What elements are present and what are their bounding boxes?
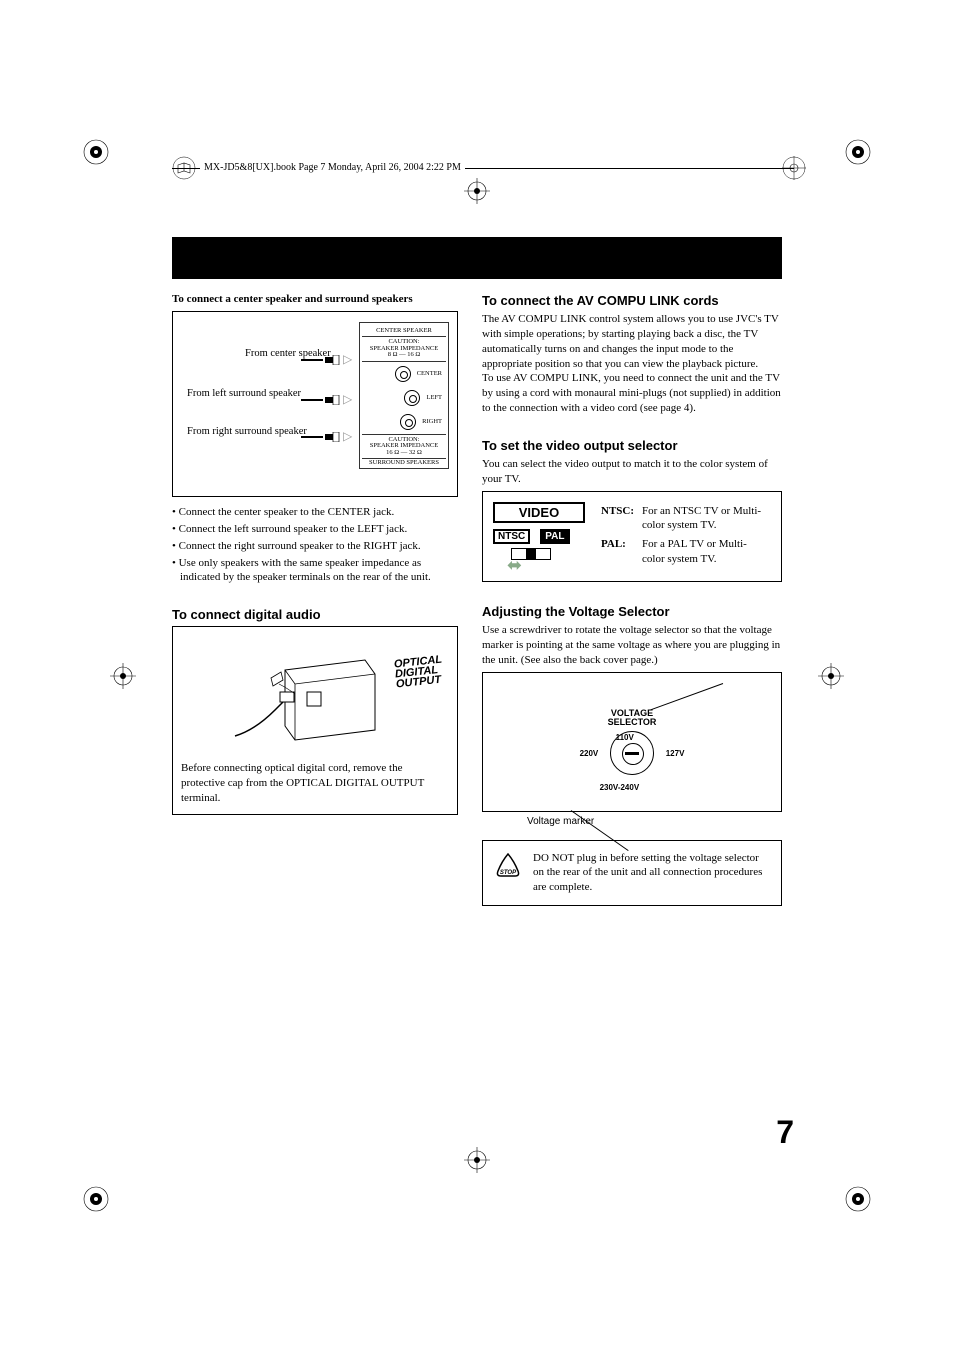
reg-mark-bl: [82, 1185, 110, 1213]
reg-mark-br: [844, 1185, 872, 1213]
digital-audio-heading: To connect digital audio: [172, 607, 458, 622]
voltage-p: Use a screwdriver to rotate the voltage …: [482, 623, 782, 668]
video-switch-graphic: VIDEO NTSC PAL ⬌: [493, 502, 585, 571]
terminal-panel: CENTER SPEAKER CAUTION: SPEAKER IMPEDANC…: [359, 322, 449, 469]
reg-cross-right: [818, 663, 844, 689]
voltage-heading: Adjusting the Voltage Selector: [482, 604, 782, 619]
selector-text: SELECTOR: [608, 717, 657, 727]
page-number: 7: [776, 1114, 794, 1151]
voltage-marker-label: Voltage marker: [527, 816, 594, 827]
reg-cross-left: [110, 663, 136, 689]
right-jack-label: RIGHT: [422, 418, 442, 425]
speaker-diagram: From center speaker From left surround s…: [172, 311, 458, 497]
left-jack-label: LEFT: [426, 394, 442, 401]
terminal-surround-label: SURROUND SPEAKERS: [362, 459, 446, 466]
table-row: PAL:For a PAL TV or Multi-color system T…: [601, 537, 769, 569]
right-jack-row: RIGHT: [362, 410, 446, 434]
bullet-item: • Connect the right surround speaker to …: [172, 539, 458, 554]
reg-mark-tl: [82, 138, 110, 166]
reg-cross-top: [464, 178, 490, 204]
compulink-p1: The AV COMPU LINK control system allows …: [482, 312, 782, 371]
optical-note: Before connecting optical digital cord, …: [181, 761, 449, 806]
cable-left-icon: ▷: [301, 392, 352, 407]
ohm-text: 8 Ω — 16 Ω: [362, 352, 446, 359]
jack-icon: [400, 414, 416, 430]
header-filename: MX-JD5&8[UX].book Page 7 Monday, April 2…: [200, 162, 465, 173]
jack-icon: [395, 366, 411, 382]
compulink-p2: To use AV COMPU LINK, you need to connec…: [482, 371, 782, 416]
video-defs-table: NTSC:For an NTSC TV or Multi-color syste…: [599, 502, 771, 571]
double-arrow-icon: ⬌: [507, 560, 585, 571]
pal-option: PAL: [540, 529, 569, 544]
pointer-line-icon: [650, 683, 724, 711]
volt-230: 230V-240V: [600, 783, 640, 792]
ntsc-key: NTSC:: [601, 504, 640, 536]
speaker-bullets: • Connect the center speaker to the CENT…: [172, 505, 458, 585]
pal-key: PAL:: [601, 537, 640, 569]
ohm-text: 16 Ω — 32 Ω: [362, 450, 446, 457]
center-jack-row: CENTER: [362, 362, 446, 386]
bullet-item: • Connect the center speaker to the CENT…: [172, 505, 458, 520]
stop-icon: STOP: [493, 851, 523, 881]
voltage-selector-label: VOLTAGE SELECTOR: [608, 709, 657, 727]
bullet-item: • Use only speakers with the same speake…: [172, 556, 458, 586]
ntsc-option: NTSC: [493, 529, 530, 544]
optical-diagram: OPTICAL DIGITAL OUTPUT: [181, 635, 449, 755]
cable-center-icon: ▷: [301, 352, 352, 367]
output-text: OUTPUT: [395, 675, 444, 690]
title-band: [172, 237, 782, 279]
right-surround-label: From right surround speaker: [187, 426, 307, 439]
pal-val: For a PAL TV or Multi-color system TV.: [642, 537, 769, 569]
reg-cross-bottom: [464, 1147, 490, 1173]
volt-127: 127V: [666, 749, 685, 758]
volt-220: 220V: [580, 749, 599, 758]
speakers-heading: To connect a center speaker and surround…: [172, 293, 458, 305]
left-surround-label: From left surround speaker: [187, 388, 301, 401]
reg-mark-tr: [844, 138, 872, 166]
video-selector-heading: To set the video output selector: [482, 438, 782, 453]
slide-switch-icon: [511, 548, 551, 560]
video-label: VIDEO: [493, 502, 585, 523]
terminal-caution-top: CAUTION: SPEAKER IMPEDANCE 8 Ω — 16 Ω: [362, 337, 446, 362]
bullet-item: • Connect the left surround speaker to t…: [172, 522, 458, 537]
terminal-center-label: CENTER SPEAKER: [362, 325, 446, 337]
jack-icon: [404, 390, 420, 406]
left-jack-row: LEFT: [362, 386, 446, 410]
terminal-caution-bottom: CAUTION: SPEAKER IMPEDANCE 16 Ω — 32 Ω: [362, 434, 446, 460]
stop-warning-box: STOP DO NOT plug in before setting the v…: [482, 840, 782, 907]
compulink-heading: To connect the AV COMPU LINK cords: [482, 293, 782, 308]
ntsc-val: For an NTSC TV or Multi-color system TV.: [642, 504, 769, 536]
video-options: NTSC PAL: [493, 529, 585, 544]
volt-110: 110V: [616, 733, 634, 742]
optical-diagram-box: OPTICAL DIGITAL OUTPUT Before connecting…: [172, 626, 458, 815]
cable-right-icon: ▷: [301, 429, 352, 444]
video-selector-p: You can select the video output to match…: [482, 457, 782, 487]
svg-text:STOP: STOP: [500, 870, 517, 876]
stop-warning-text: DO NOT plug in before setting the voltag…: [533, 851, 771, 896]
table-row: NTSC:For an NTSC TV or Multi-color syste…: [601, 504, 769, 536]
optical-output-label: OPTICAL DIGITAL OUTPUT: [393, 656, 444, 691]
video-selector-box: VIDEO NTSC PAL ⬌ NTSC:For an NTSC TV or …: [482, 491, 782, 582]
left-column: To connect a center speaker and surround…: [172, 293, 458, 906]
right-column: To connect the AV COMPU LINK cords The A…: [482, 293, 782, 906]
voltage-diagram: VOLTAGE SELECTOR 110V 220V 127V 230V-240…: [482, 672, 782, 812]
center-jack-label: CENTER: [417, 370, 442, 377]
